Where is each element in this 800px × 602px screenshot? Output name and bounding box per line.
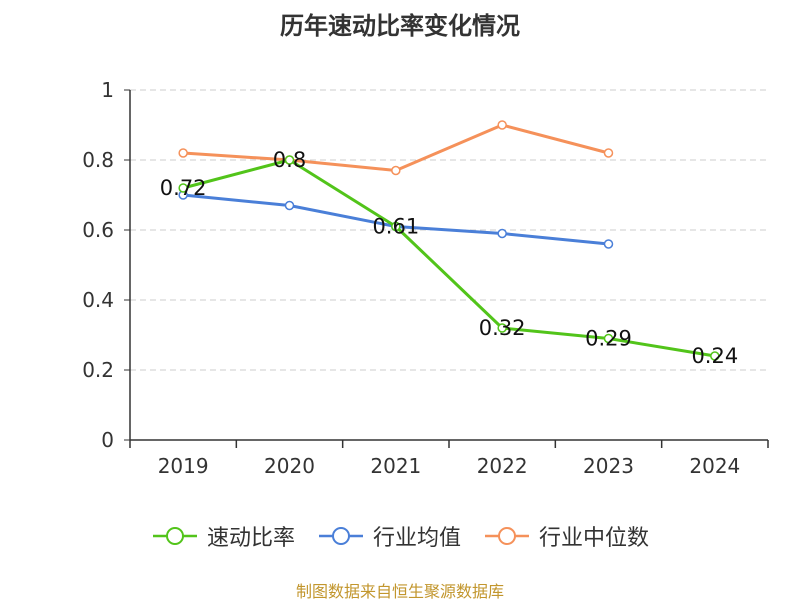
- x-tick-label: 2024: [689, 454, 740, 478]
- legend-label: 行业中位数: [539, 526, 650, 551]
- series-line: [182, 158, 716, 358]
- data-label: 0.32: [479, 316, 526, 340]
- legend-item[interactable]: 行业中位数: [483, 520, 649, 552]
- legend-item[interactable]: 速动比率: [151, 520, 295, 552]
- data-point: [284, 155, 295, 165]
- x-tick-label: 2020: [264, 454, 315, 478]
- data-label: 0.24: [691, 344, 738, 368]
- legend-swatch: [152, 527, 197, 545]
- data-point: [178, 183, 188, 193]
- y-tick-label: 0.4: [82, 288, 114, 312]
- data-point: [603, 333, 614, 344]
- data-point: [178, 148, 188, 158]
- y-tick-label: 0: [101, 428, 114, 452]
- x-tick-label: 2021: [370, 454, 421, 478]
- legend-label: 速动比率: [206, 526, 295, 551]
- legend-swatch: [318, 527, 363, 545]
- y-tick-label: 0.2: [82, 358, 114, 382]
- legend-swatch: [485, 527, 529, 545]
- data-point: [710, 351, 720, 361]
- data-point: [497, 228, 507, 239]
- data-point: [391, 221, 401, 232]
- legend-marker: [165, 527, 184, 545]
- data-point: [497, 323, 507, 333]
- source-footer: 制图数据来自恒生聚源数据库: [295, 582, 504, 601]
- x-tick-label: 2022: [477, 454, 528, 478]
- data-label: 0.61: [372, 215, 419, 239]
- data-point: [603, 148, 614, 158]
- data-point: [603, 239, 614, 249]
- chart-title: 历年速动比率变化情况: [280, 12, 520, 40]
- chart-legend: 速动比率 行业均值 行业中位数: [0, 520, 800, 552]
- data-point: [391, 165, 401, 176]
- data-point: [497, 120, 507, 130]
- legend-item[interactable]: 行业均值: [317, 520, 461, 552]
- legend-label: 行业均值: [372, 526, 461, 551]
- data-label: 0.29: [585, 327, 632, 351]
- y-tick-label: 0.6: [82, 218, 114, 242]
- y-tick-label: 0.8: [82, 148, 114, 172]
- x-tick-label: 2023: [583, 454, 634, 478]
- x-tick-label: 2019: [158, 454, 209, 478]
- data-label: 0.72: [160, 176, 207, 200]
- y-tick-label: 1: [101, 78, 114, 102]
- data-point: [284, 200, 295, 211]
- legend-marker: [331, 527, 350, 545]
- legend-marker: [498, 527, 516, 545]
- series-line: [183, 123, 609, 172]
- data-label: 0.8: [273, 148, 306, 172]
